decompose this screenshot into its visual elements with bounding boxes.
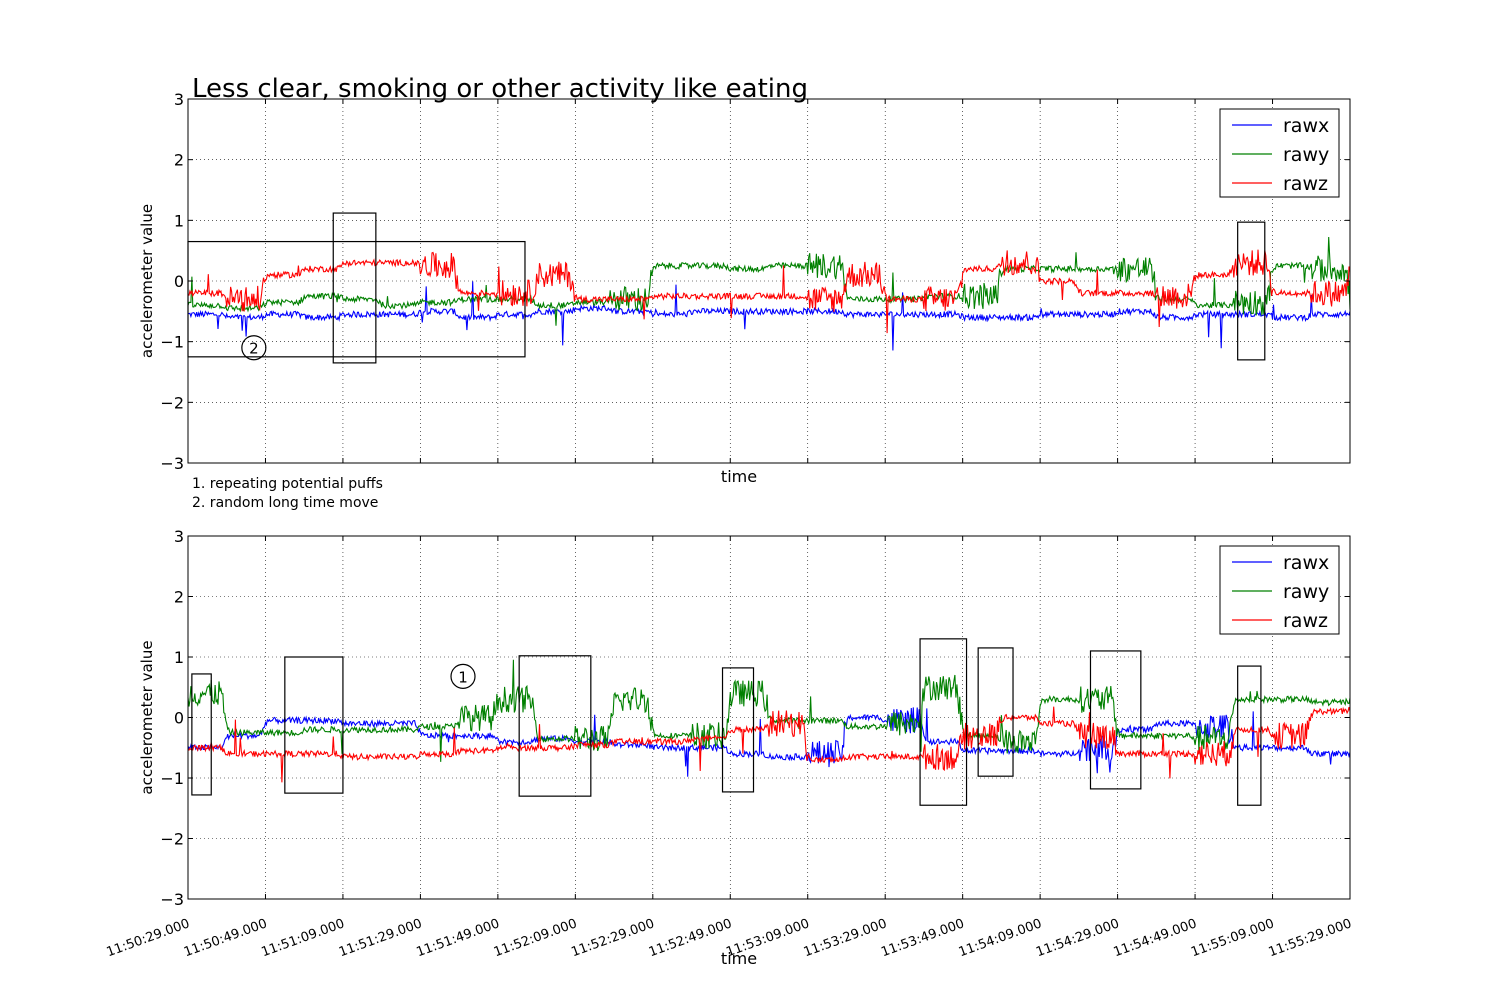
legend-label-rawx: rawx xyxy=(1283,552,1329,574)
x-tick-label: 11:52:09.000 xyxy=(492,916,579,960)
x-axis-label: time xyxy=(721,949,757,968)
y-axis-label: accelerometer value xyxy=(138,640,156,794)
annotation-box xyxy=(1237,221,1266,361)
x-tick-label: 11:51:49.000 xyxy=(414,916,501,960)
y-tick-label: 0 xyxy=(174,272,184,291)
annotation-box xyxy=(191,673,212,796)
x-tick-label: 11:50:29.000 xyxy=(105,916,192,960)
legend-frame xyxy=(1219,108,1340,198)
legend-frame xyxy=(1219,545,1340,635)
y-tick-label: −3 xyxy=(160,454,184,473)
chart-panel-2: 3210−1−2−311:50:29.00011:50:49.00011:51:… xyxy=(105,527,1354,968)
x-tick-label: 11:55:09.000 xyxy=(1189,916,1276,960)
x-axis-label: time xyxy=(721,467,757,486)
annotation-circle-label: 2 xyxy=(249,340,259,358)
legend-label-rawz: rawz xyxy=(1283,173,1328,195)
legend-label-rawx: rawx xyxy=(1283,115,1329,137)
series-line-rawx xyxy=(187,281,1351,351)
y-tick-label: −1 xyxy=(160,769,184,788)
x-tick-label: 11:50:49.000 xyxy=(182,916,269,960)
legend-label-rawy: rawy xyxy=(1283,581,1329,603)
note-1: 1. repeating potential puffs xyxy=(192,476,383,492)
x-tick-label: 11:54:09.000 xyxy=(957,916,1044,960)
y-tick-label: −2 xyxy=(160,830,184,849)
note-2: 2. random long time move xyxy=(192,495,378,511)
y-tick-label: 2 xyxy=(174,151,184,170)
y-tick-label: −2 xyxy=(160,393,184,412)
y-tick-label: 3 xyxy=(174,527,184,546)
x-tick-label: 11:52:29.000 xyxy=(569,916,656,960)
annotation-box xyxy=(721,667,755,793)
series-line-rawy xyxy=(187,659,1351,762)
annotation-box xyxy=(919,638,968,806)
annotation-box xyxy=(284,656,344,794)
annotation-box xyxy=(332,212,377,364)
legend: rawx rawy rawz xyxy=(1219,108,1340,198)
legend-label-rawy: rawy xyxy=(1283,144,1329,166)
annotation-circle-label: 1 xyxy=(458,668,468,686)
annotation-box xyxy=(1237,665,1262,806)
x-tick-label: 11:51:29.000 xyxy=(337,916,424,960)
y-tick-label: −3 xyxy=(160,890,184,909)
annotation-box xyxy=(187,240,526,358)
y-tick-label: 3 xyxy=(174,90,184,109)
series-line-rawy xyxy=(187,236,1351,326)
x-tick-label: 11:54:29.000 xyxy=(1034,916,1121,960)
y-tick-label: 1 xyxy=(174,648,184,667)
x-tick-label: 11:55:29.000 xyxy=(1267,916,1354,960)
x-tick-label: 11:53:49.000 xyxy=(879,916,966,960)
annotation-box xyxy=(977,647,1014,777)
legend: rawx rawy rawz xyxy=(1219,545,1340,635)
annotation-box xyxy=(1089,650,1142,790)
x-tick-label: 11:51:09.000 xyxy=(260,916,347,960)
series-line-rawx xyxy=(187,707,1351,777)
annotation-box xyxy=(518,655,592,797)
y-tick-label: 0 xyxy=(174,709,184,728)
legend-label-rawz: rawz xyxy=(1283,610,1328,632)
x-tick-label: 11:53:29.000 xyxy=(802,916,889,960)
y-tick-label: 2 xyxy=(174,588,184,607)
y-axis-label: accelerometer value xyxy=(138,204,156,358)
annotation-circle xyxy=(450,663,476,689)
annotation-circle xyxy=(241,335,267,361)
y-tick-label: −1 xyxy=(160,333,184,352)
series-line-rawz xyxy=(187,706,1351,783)
y-tick-label: 1 xyxy=(174,211,184,230)
x-tick-label: 11:54:49.000 xyxy=(1112,916,1199,960)
series-line-rawz xyxy=(187,249,1351,334)
